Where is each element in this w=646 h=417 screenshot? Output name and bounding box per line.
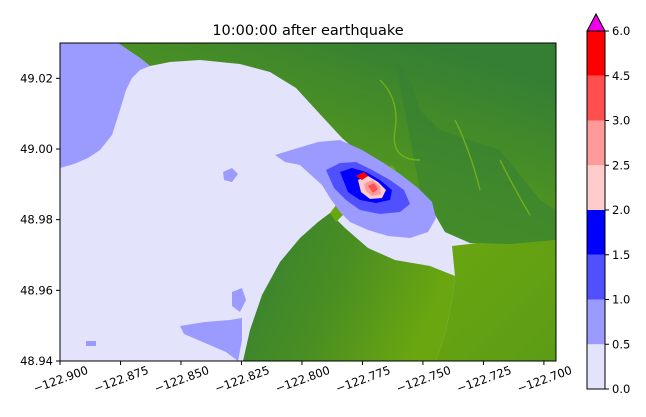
- river-channel: [379, 79, 531, 216]
- y-tick-label: 48.94: [20, 354, 53, 368]
- colorbar-tick-label: 1.0: [612, 293, 630, 307]
- x-axis-ticks: −122.900 −122.875 −122.850 −122.825 −122.800…: [31, 361, 574, 396]
- x-tick-label: −122.825: [213, 363, 272, 396]
- colorbar-segment: [587, 120, 605, 166]
- flow-zone-4-5: [356, 172, 368, 180]
- colorbar-segment: [587, 31, 605, 76]
- x-tick-label: −122.725: [455, 363, 514, 396]
- flow-offshore-blob: [223, 168, 238, 182]
- colorbar-segment: [587, 254, 605, 300]
- y-axis-ticks: 48.94 48.96 48.98 49.00 49.02: [20, 71, 60, 368]
- southeast-land: [436, 240, 556, 361]
- x-tick-label: −122.775: [334, 363, 393, 396]
- southern-peninsula: [243, 213, 455, 361]
- colorbar-segment: [587, 299, 605, 345]
- plot-area: [60, 43, 556, 361]
- colorbar-tick-label: 4.5: [612, 69, 630, 83]
- x-tick-label: −122.750: [394, 363, 453, 396]
- colorbar-segment: [587, 210, 605, 255]
- colorbar-tick-label: 1.5: [612, 248, 630, 262]
- colorbar-tick-label: 2.5: [612, 158, 630, 172]
- land-detail: [395, 60, 556, 245]
- flow-zone-3-0: [368, 183, 378, 193]
- chart-title: 10:00:00 after earthquake: [212, 23, 403, 39]
- colorbar-tick-label: 2.0: [612, 203, 630, 217]
- y-tick-label: 48.98: [20, 213, 53, 227]
- plot-frame: [59, 42, 557, 362]
- colorbar-tick-label: 6.0: [612, 24, 630, 38]
- x-tick-label: −122.875: [92, 363, 151, 396]
- y-tick-label: 48.96: [20, 283, 53, 297]
- x-tick-label: −122.850: [152, 363, 211, 396]
- flow-southwest-shelf: [180, 318, 242, 361]
- colorbar-segment: [587, 75, 605, 121]
- colorbar-tick-label: 0.5: [612, 337, 630, 351]
- flow-southwest-patch: [232, 288, 246, 312]
- x-tick-label: −122.700: [515, 363, 574, 396]
- y-tick-label: 49.00: [20, 142, 53, 156]
- y-tick-label: 49.02: [20, 71, 53, 85]
- colorbar: 0.0 0.5 1.0 1.5 2.0 2.5 3.0 4.5 6.0: [586, 12, 630, 396]
- colorbar-segment: [587, 165, 605, 210]
- flow-southwest-dot: [86, 341, 96, 346]
- colorbar-extend-arrow: [586, 12, 606, 32]
- x-tick-label: −122.800: [273, 363, 332, 396]
- colorbar-tick-label: 0.0: [612, 382, 630, 396]
- colorbar-tick-label: 3.0: [612, 114, 630, 128]
- colorbar-segment: [587, 344, 605, 389]
- flow-western-shelf: [60, 43, 150, 168]
